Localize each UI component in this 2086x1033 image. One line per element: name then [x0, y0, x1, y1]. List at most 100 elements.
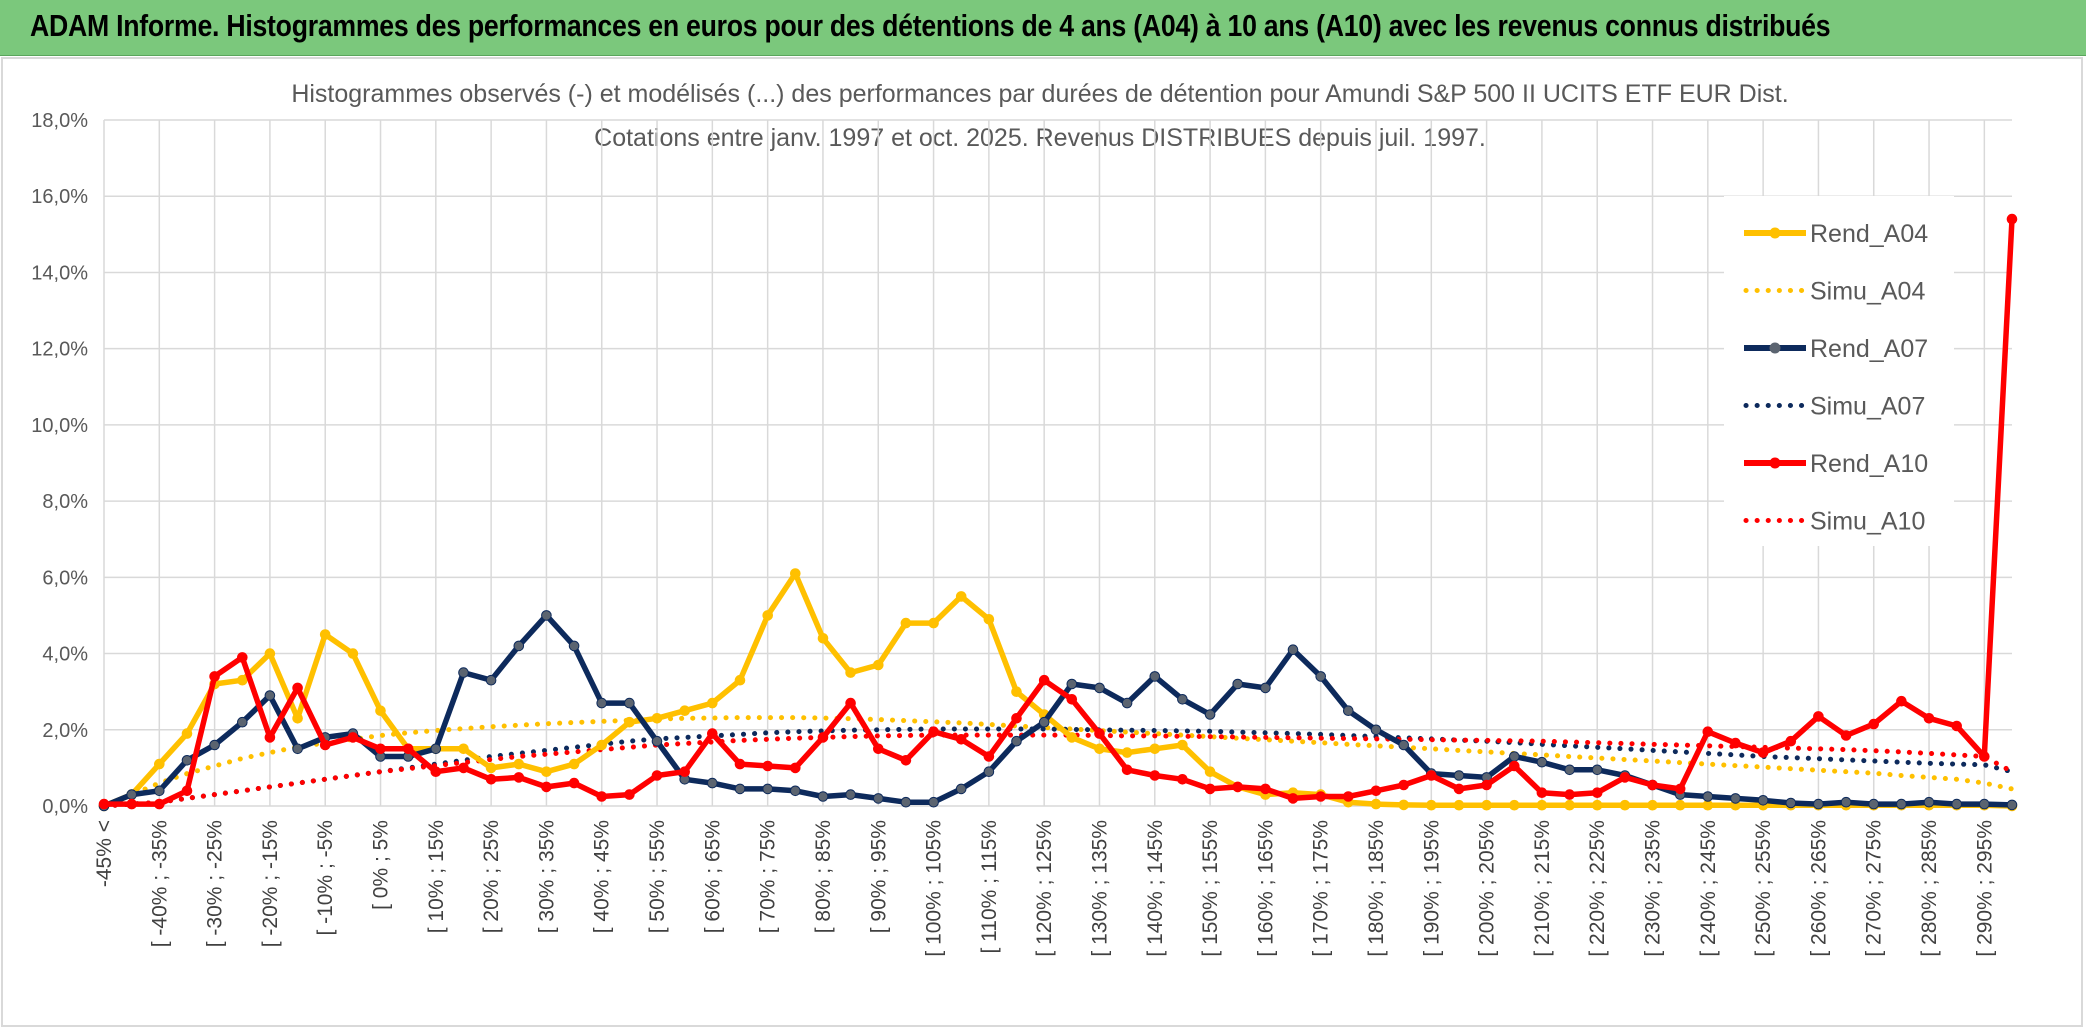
- data-point: [264, 690, 276, 701]
- y-tick-label: 16,0%: [31, 186, 88, 208]
- x-tick-label: [ -20% ; -15%: [259, 820, 282, 947]
- x-tick-label: [ 30% ; 35%: [535, 820, 558, 933]
- legend-marker: [1769, 342, 1781, 354]
- legend-marker: [1769, 457, 1781, 469]
- data-point: [485, 762, 497, 774]
- data-point: [928, 617, 939, 629]
- legend-label: Rend_A10: [1810, 450, 1928, 478]
- data-point: [1702, 799, 1714, 811]
- legend-item-simu_a04: Simu_A04: [1743, 278, 1925, 306]
- data-point: [458, 743, 469, 755]
- data-point: [1011, 686, 1022, 698]
- series-line: [104, 218, 2015, 807]
- data-point: [1121, 764, 1133, 776]
- data-point: [513, 758, 525, 770]
- data-point: [1923, 796, 1935, 808]
- x-tick-label: [ 180% ; 185%: [1365, 820, 1388, 957]
- data-point: [1094, 743, 1105, 755]
- data-point: [1730, 793, 1741, 804]
- data-point: [845, 789, 856, 800]
- legend-item-simu_a10: Simu_A10: [1743, 508, 1925, 536]
- data-point: [292, 682, 303, 694]
- banner-title: ADAM Informe. Histogrammes des performan…: [30, 8, 1831, 43]
- data-point: [1149, 770, 1161, 781]
- x-tick-label: [ -10% ; -5%: [314, 820, 337, 936]
- chart-subtitle: Cotations entre janv. 1997 et oct. 2025.…: [594, 124, 1486, 152]
- data-point: [1038, 716, 1050, 728]
- data-point: [928, 796, 939, 808]
- data-point: [679, 705, 691, 717]
- data-point: [430, 766, 442, 778]
- x-tick-label: [ 130% ; 135%: [1088, 820, 1111, 957]
- data-point: [1011, 713, 1022, 724]
- data-point: [541, 781, 552, 793]
- data-point: [1177, 694, 1188, 705]
- y-tick-label: 0,0%: [42, 796, 88, 818]
- data-point: [513, 640, 525, 652]
- data-point: [98, 798, 110, 810]
- data-point: [651, 735, 663, 747]
- data-point: [1287, 793, 1299, 804]
- data-point: [319, 629, 331, 640]
- legend-box: [1724, 196, 1954, 546]
- data-point: [181, 785, 193, 797]
- data-point: [181, 728, 193, 739]
- data-point: [347, 648, 359, 659]
- data-point: [900, 796, 912, 808]
- data-point: [1840, 796, 1852, 808]
- data-point: [1813, 711, 1824, 722]
- data-point: [1177, 774, 1188, 785]
- data-point: [485, 774, 497, 785]
- x-tick-label: [ -30% ; -25%: [204, 820, 227, 947]
- data-point: [1370, 724, 1382, 736]
- x-axis: -45% < [ -40% ; -35% [ -30% ; -25% [ -20% ;…: [93, 820, 1996, 957]
- data-point: [679, 766, 691, 778]
- data-point: [209, 671, 220, 682]
- data-point: [1481, 799, 1492, 811]
- data-point: [1702, 791, 1714, 802]
- data-point: [458, 762, 469, 774]
- data-point: [485, 674, 497, 686]
- legend-item-rend_a07: Rend_A07: [1744, 335, 1928, 363]
- data-point: [983, 614, 995, 625]
- data-point: [900, 755, 912, 766]
- series-simu_a10: [101, 732, 2015, 809]
- y-tick-label: 10,0%: [31, 415, 88, 437]
- data-point: [1232, 781, 1243, 793]
- data-point: [1453, 799, 1465, 811]
- data-point: [126, 789, 137, 800]
- data-point: [983, 766, 995, 778]
- data-point: [1868, 798, 1879, 810]
- x-tick-label: [ 70% ; 75%: [757, 820, 780, 933]
- x-tick-label: [ 230% ; 235%: [1642, 820, 1665, 957]
- data-point: [734, 758, 746, 770]
- data-point: [983, 751, 995, 762]
- data-point: [707, 728, 718, 739]
- data-point: [1647, 779, 1658, 791]
- data-point: [568, 758, 580, 770]
- data-point: [1813, 798, 1824, 810]
- data-point: [237, 652, 248, 663]
- data-point: [1674, 799, 1686, 811]
- data-point: [1564, 799, 1575, 811]
- x-tick-label: [ 20% ; 25%: [480, 820, 503, 933]
- x-tick-label: [ 140% ; 145%: [1144, 820, 1167, 957]
- data-point: [1896, 798, 1907, 810]
- data-point: [292, 743, 303, 755]
- data-point: [1951, 720, 1962, 732]
- series-line: [102, 570, 2013, 809]
- data-point: [1702, 726, 1714, 738]
- data-point: [1674, 783, 1686, 795]
- data-point: [1509, 799, 1520, 811]
- x-tick-label: [ 60% ; 65%: [701, 820, 724, 933]
- y-tick-label: 14,0%: [31, 262, 88, 284]
- series-line: [102, 612, 2013, 809]
- data-point: [1204, 709, 1216, 720]
- legend-marker: [1769, 227, 1781, 239]
- y-tick-label: 2,0%: [42, 720, 88, 742]
- data-point: [264, 648, 276, 659]
- histogram-chart: Histogrammes observés (-) et modélisés (…: [1, 57, 2083, 1027]
- data-point: [873, 743, 884, 755]
- data-point: [955, 783, 967, 795]
- y-tick-label: 12,0%: [31, 339, 88, 361]
